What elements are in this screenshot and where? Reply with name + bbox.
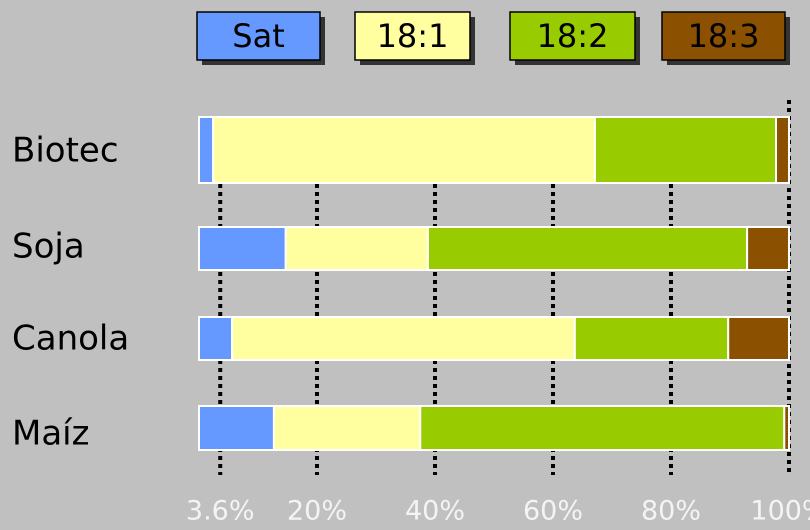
bar-segment bbox=[272, 405, 422, 451]
legend-label: Sat bbox=[232, 17, 284, 55]
bar-segment bbox=[231, 316, 576, 361]
x-tick-label: 60% bbox=[523, 496, 583, 527]
x-tick-label: 80% bbox=[641, 496, 701, 527]
legend-swatch bbox=[661, 11, 786, 61]
legend-label: 18:1 bbox=[377, 17, 449, 55]
bar-segment bbox=[593, 116, 778, 184]
x-tick-label: 20% bbox=[287, 496, 347, 527]
bar-segment bbox=[746, 226, 790, 271]
bar-segment bbox=[198, 405, 275, 451]
bar-segment bbox=[198, 316, 234, 361]
bar-segment bbox=[198, 116, 215, 184]
bar-segment bbox=[198, 226, 287, 271]
category-label: Soja bbox=[12, 227, 85, 267]
category-label: Canola bbox=[12, 319, 129, 359]
bar-segment bbox=[727, 316, 790, 361]
legend-label: 18:3 bbox=[688, 17, 760, 55]
bar-segment bbox=[573, 316, 730, 361]
legend-swatch bbox=[509, 11, 636, 61]
bar-segment bbox=[426, 226, 749, 271]
legend-swatch bbox=[354, 11, 471, 61]
category-label: Maíz bbox=[12, 414, 89, 454]
bar-segment bbox=[284, 226, 429, 271]
category-label: Biotec bbox=[12, 131, 119, 171]
x-tick-label: 3.6% bbox=[186, 496, 255, 527]
legend-swatch bbox=[196, 11, 321, 61]
legend-label: 18:2 bbox=[537, 17, 609, 55]
x-tick-label: 100% bbox=[750, 496, 810, 527]
bar-segment bbox=[783, 405, 791, 451]
bar-segment bbox=[775, 116, 791, 184]
bar-segment bbox=[212, 116, 596, 184]
bar-segment bbox=[419, 405, 786, 451]
x-tick-label: 40% bbox=[405, 496, 465, 527]
